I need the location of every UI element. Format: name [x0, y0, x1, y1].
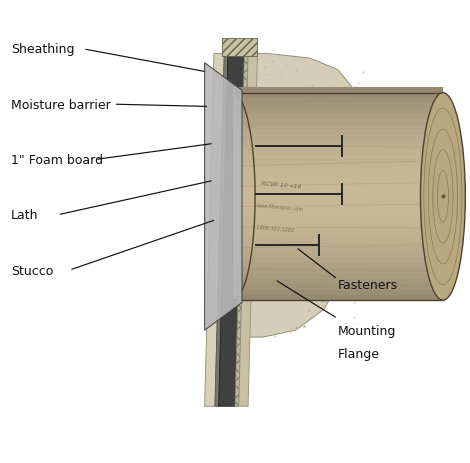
- Text: 1.800.522.3282: 1.800.522.3282: [256, 224, 295, 232]
- Polygon shape: [219, 54, 244, 407]
- Ellipse shape: [421, 94, 465, 300]
- Polygon shape: [221, 54, 366, 338]
- Polygon shape: [215, 54, 228, 407]
- Polygon shape: [239, 54, 258, 407]
- Polygon shape: [204, 63, 242, 331]
- Text: Fasteners: Fasteners: [338, 278, 398, 291]
- Text: Flange: Flange: [338, 347, 380, 360]
- Bar: [222, 39, 257, 56]
- Polygon shape: [235, 54, 248, 407]
- Text: Lath: Lath: [11, 209, 38, 222]
- Text: Moisture barrier: Moisture barrier: [11, 99, 110, 112]
- Polygon shape: [219, 54, 234, 338]
- Text: Mounting: Mounting: [338, 324, 396, 337]
- Text: RCVP 10 x16: RCVP 10 x16: [261, 180, 301, 189]
- Text: Stucco: Stucco: [11, 264, 53, 277]
- Text: Sheathing: Sheathing: [11, 43, 74, 56]
- Text: www.fiberspan.com: www.fiberspan.com: [256, 203, 305, 212]
- Text: 1" Foam board: 1" Foam board: [11, 154, 103, 167]
- Bar: [233, 94, 443, 300]
- Polygon shape: [204, 54, 224, 407]
